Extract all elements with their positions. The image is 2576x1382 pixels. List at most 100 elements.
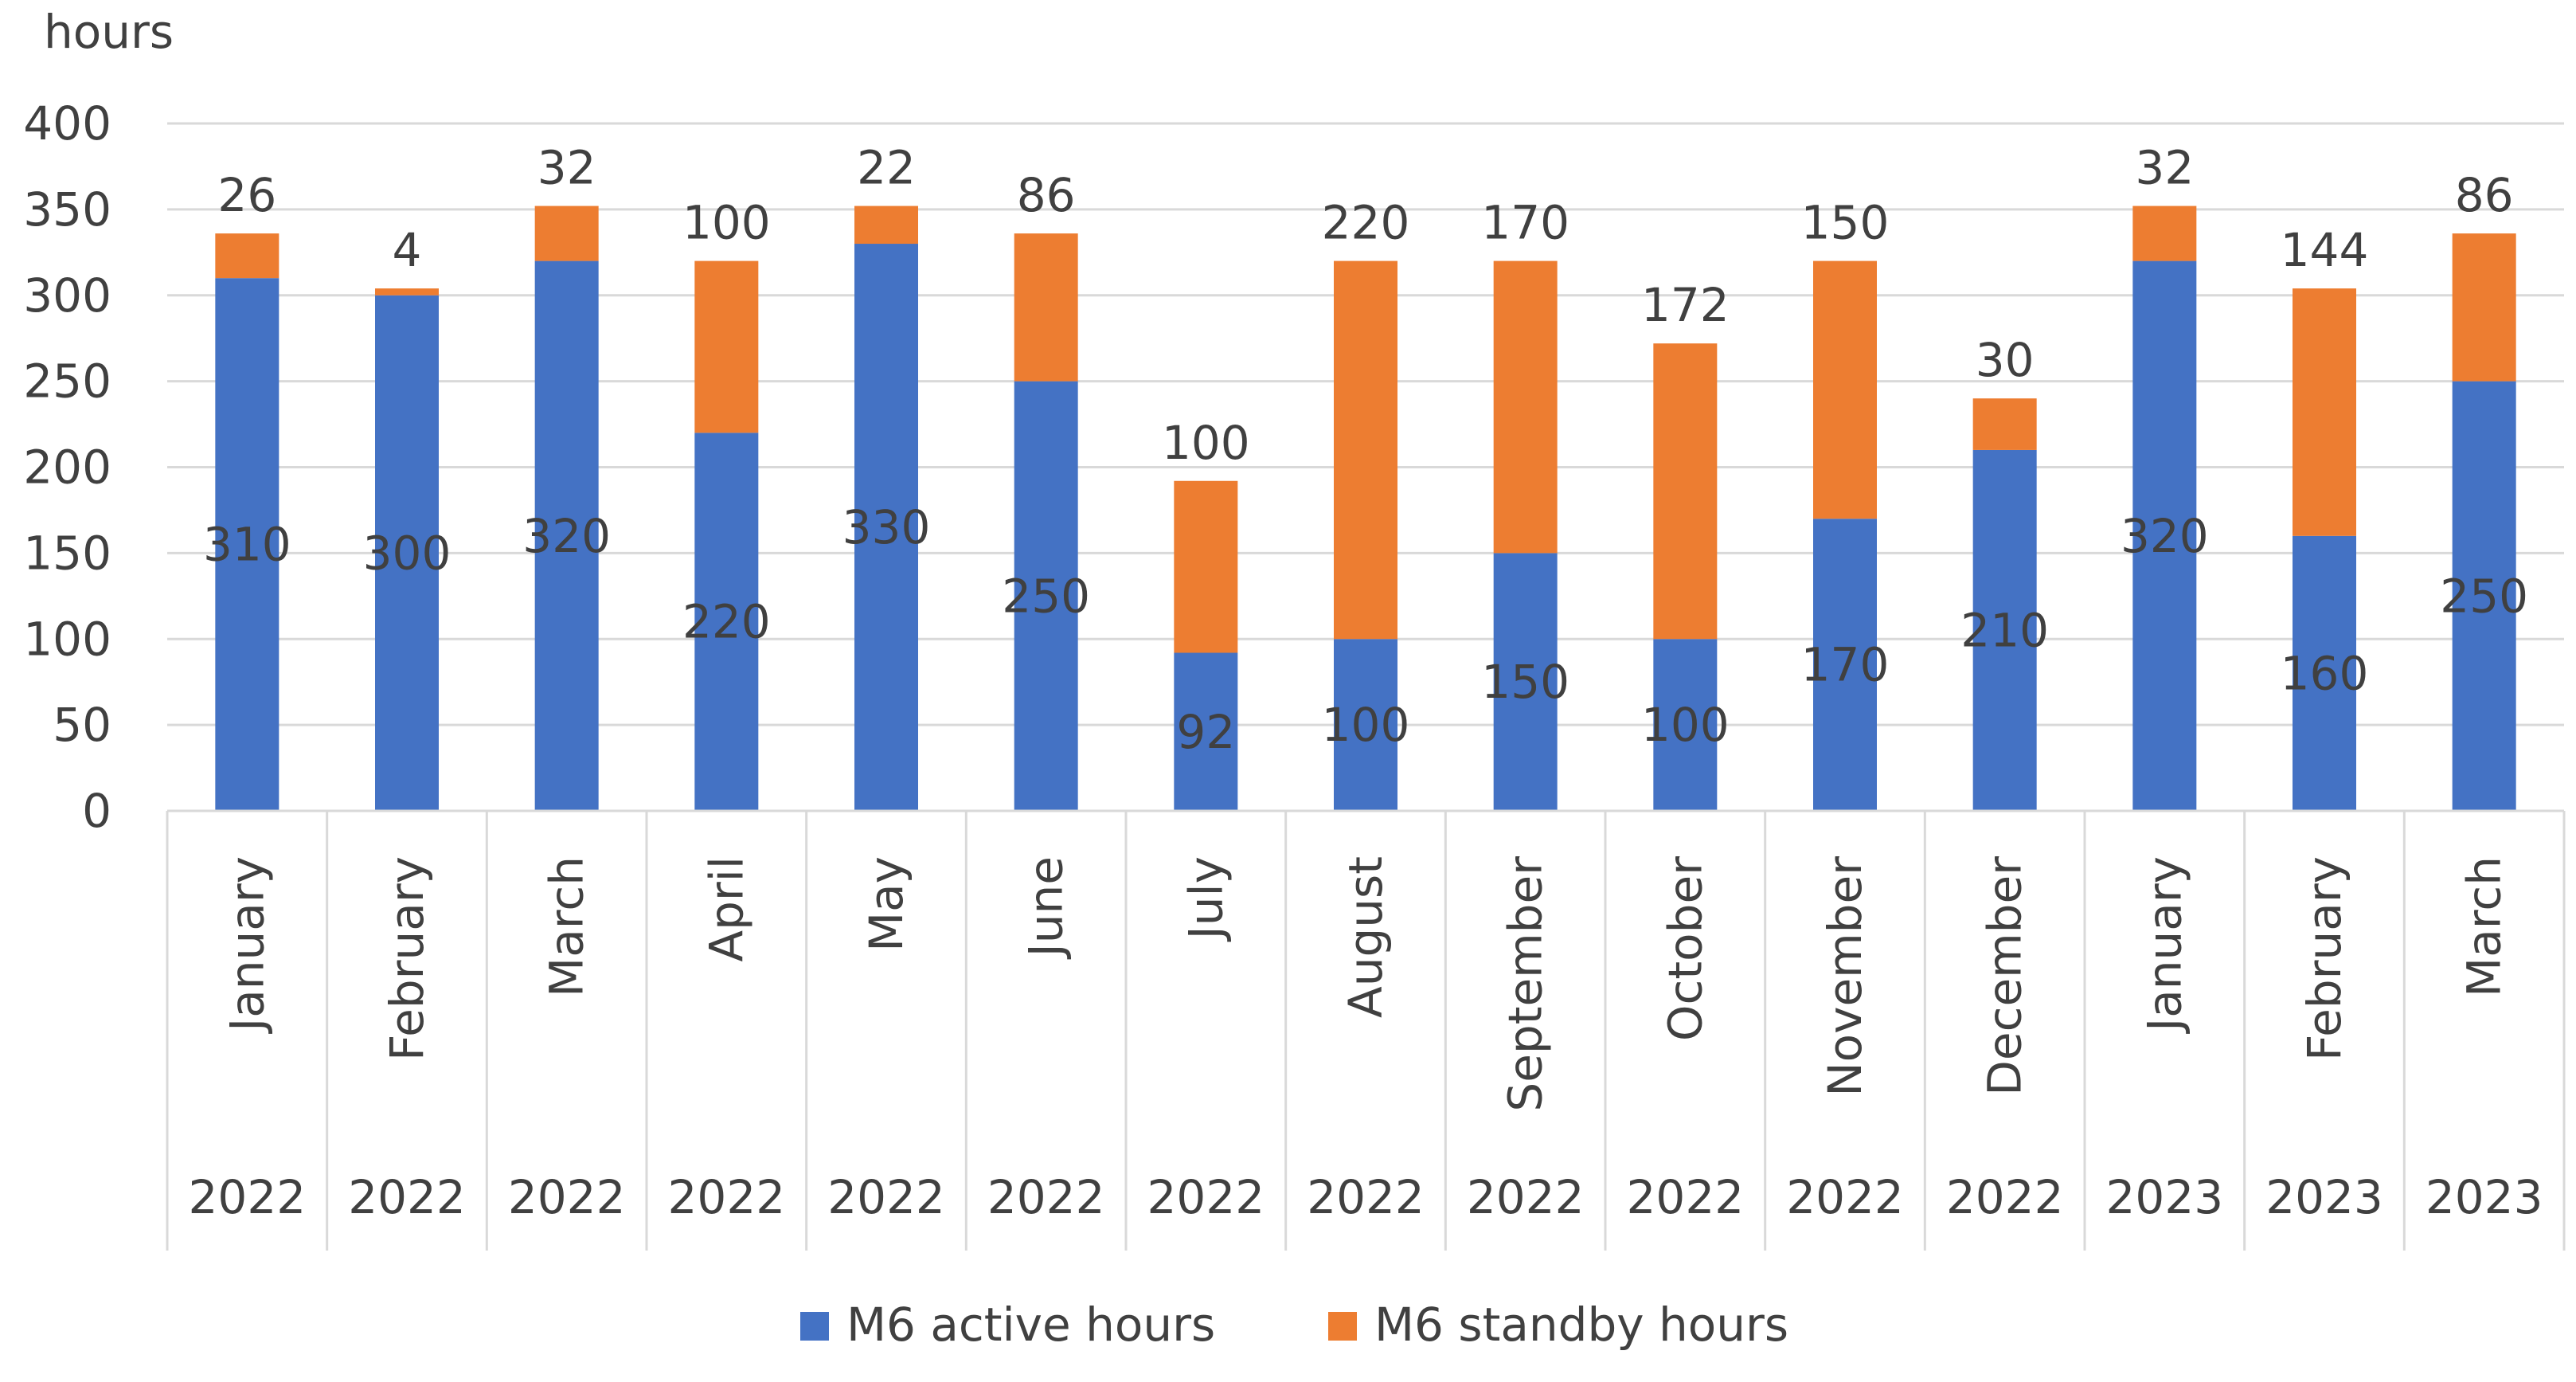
x-tick-label-year: 2023 bbox=[2426, 1170, 2543, 1224]
bar-active-hours bbox=[375, 295, 439, 811]
x-tick-label-month: April bbox=[699, 856, 753, 962]
bar-standby-hours bbox=[1493, 260, 1558, 554]
bar-standby-hours bbox=[215, 233, 279, 279]
x-tick-label-year: 2022 bbox=[508, 1170, 626, 1224]
x-tick-label-month: May bbox=[859, 856, 913, 952]
bar-active-hours bbox=[1653, 639, 1718, 811]
x-tick-label-month: August bbox=[1339, 856, 1393, 1018]
data-label-standby-hours: 32 bbox=[537, 141, 596, 195]
bar-active-hours bbox=[2452, 381, 2516, 811]
data-label-active-hours: 220 bbox=[682, 595, 771, 649]
y-tick-label: 100 bbox=[23, 612, 111, 666]
x-tick-label-year: 2022 bbox=[668, 1170, 786, 1224]
data-label-standby-hours: 220 bbox=[1322, 196, 1410, 250]
data-label-standby-hours: 144 bbox=[2281, 223, 2369, 277]
x-tick-label-year: 2022 bbox=[1946, 1170, 2064, 1224]
legend-swatch bbox=[800, 1312, 829, 1341]
bar-active-hours bbox=[1493, 553, 1558, 811]
data-label-active-hours: 250 bbox=[2440, 569, 2528, 623]
bar-active-hours bbox=[2132, 260, 2197, 812]
bar-active-hours bbox=[1334, 639, 1397, 811]
bar-standby-hours bbox=[534, 206, 599, 261]
x-tick-label-year: 2022 bbox=[1627, 1170, 1745, 1224]
x-tick-label-year: 2022 bbox=[827, 1170, 945, 1224]
bar-active-hours bbox=[1972, 449, 2037, 811]
bar-standby-hours bbox=[1014, 233, 1078, 382]
y-tick-label: 50 bbox=[53, 698, 111, 752]
data-label-active-hours: 100 bbox=[1322, 698, 1410, 752]
data-label-active-hours: 150 bbox=[1481, 655, 1569, 709]
legend-swatch bbox=[1328, 1312, 1357, 1341]
bar-standby-hours bbox=[375, 288, 439, 296]
y-tick-label: 150 bbox=[23, 526, 111, 580]
x-tick-label-year: 2022 bbox=[348, 1170, 466, 1224]
data-label-active-hours: 170 bbox=[1801, 638, 1890, 692]
bar-standby-hours bbox=[1813, 260, 1877, 519]
x-tick-label-month: September bbox=[1499, 856, 1553, 1112]
x-tick-label-year: 2022 bbox=[1307, 1170, 1425, 1224]
x-tick-label-month: March bbox=[2457, 856, 2512, 997]
y-tick-label: 250 bbox=[23, 354, 111, 409]
x-tick-label-month: December bbox=[1978, 856, 2032, 1096]
data-label-active-hours: 320 bbox=[522, 509, 611, 563]
data-label-standby-hours: 170 bbox=[1481, 196, 1569, 250]
x-tick-label-year: 2023 bbox=[2265, 1170, 2383, 1224]
data-label-active-hours: 250 bbox=[1002, 569, 1090, 623]
data-label-standby-hours: 26 bbox=[217, 168, 276, 222]
data-label-standby-hours: 150 bbox=[1801, 196, 1890, 250]
bar-active-hours bbox=[2293, 535, 2356, 811]
x-tick-label-year: 2022 bbox=[1147, 1170, 1265, 1224]
data-label-standby-hours: 22 bbox=[857, 141, 916, 195]
x-tick-label-month: February bbox=[2297, 856, 2351, 1061]
bar-standby-hours bbox=[2132, 206, 2197, 261]
data-label-active-hours: 100 bbox=[1641, 698, 1730, 752]
x-tick-label-month: February bbox=[380, 856, 434, 1061]
bar-standby-hours bbox=[1334, 260, 1397, 640]
y-tick-label: 200 bbox=[23, 440, 111, 495]
data-label-standby-hours: 32 bbox=[2135, 141, 2194, 195]
data-label-standby-hours: 4 bbox=[393, 223, 422, 277]
bar-active-hours bbox=[1813, 519, 1877, 811]
bar-active-hours bbox=[1014, 381, 1078, 811]
data-label-active-hours: 92 bbox=[1176, 705, 1235, 759]
legend: M6 active hours M6 standby hours bbox=[800, 1298, 1788, 1352]
x-tick-label-month: January bbox=[220, 856, 274, 1034]
data-label-standby-hours: 172 bbox=[1641, 278, 1730, 332]
data-label-standby-hours: 86 bbox=[2455, 168, 2514, 222]
bars bbox=[215, 206, 2516, 812]
x-tick-label-month: July bbox=[1179, 856, 1233, 942]
bar-active-hours bbox=[854, 244, 918, 811]
x-tick-label-year: 2022 bbox=[1467, 1170, 1585, 1224]
bar-active-hours bbox=[694, 433, 759, 811]
bar-active-hours bbox=[215, 278, 279, 811]
data-label-active-hours: 310 bbox=[203, 518, 291, 572]
bar-standby-hours bbox=[1972, 398, 2037, 450]
y-tick-label: 300 bbox=[23, 268, 111, 323]
x-tick-label-year: 2022 bbox=[1786, 1170, 1904, 1224]
y-tick-label: 350 bbox=[23, 182, 111, 237]
data-label-standby-hours: 86 bbox=[1017, 168, 1076, 222]
data-label-active-hours: 320 bbox=[2121, 509, 2209, 563]
data-label-standby-hours: 30 bbox=[1976, 333, 2035, 387]
legend-label: M6 active hours bbox=[846, 1298, 1215, 1352]
x-tick-label-month: November bbox=[1818, 856, 1872, 1097]
bar-standby-hours bbox=[2293, 288, 2356, 536]
bar-standby-hours bbox=[1174, 480, 1238, 653]
x-tick-label-month: June bbox=[1019, 856, 1073, 959]
x-tick-label-month: March bbox=[540, 856, 594, 997]
y-tick-label: 0 bbox=[82, 784, 111, 838]
bar-standby-hours bbox=[1653, 343, 1718, 640]
x-tick-label-month: October bbox=[1658, 856, 1712, 1041]
x-tick-label-year: 2022 bbox=[189, 1170, 307, 1224]
bar-standby-hours bbox=[694, 260, 759, 433]
bar-active-hours bbox=[534, 260, 599, 812]
bar-standby-hours bbox=[2452, 233, 2516, 382]
bar-standby-hours bbox=[854, 206, 918, 245]
x-tick-label-year: 2022 bbox=[987, 1170, 1105, 1224]
data-label-standby-hours: 100 bbox=[682, 196, 771, 250]
data-label-active-hours: 330 bbox=[842, 500, 931, 554]
y-axis-unit-label: hours bbox=[44, 5, 174, 59]
axes: hours 0 50 100 150 200 250 300 350 400 January 2022… bbox=[23, 5, 2566, 1251]
x-tick-label-year: 2023 bbox=[2106, 1170, 2224, 1224]
